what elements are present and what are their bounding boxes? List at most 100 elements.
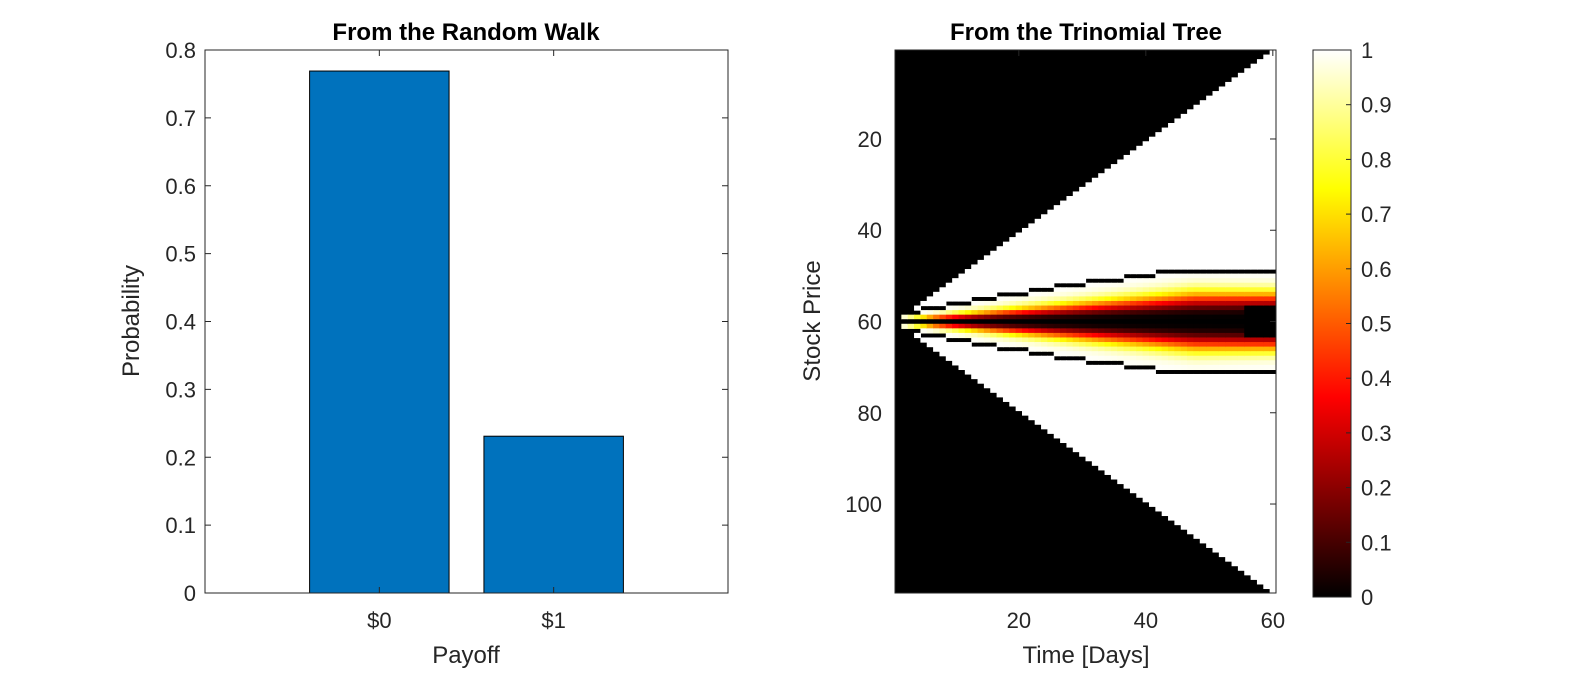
heatmap-cell [990, 305, 998, 311]
heatmap-cell [1034, 314, 1042, 320]
heatmap-cell [1136, 305, 1144, 311]
heatmap-cell [1199, 355, 1207, 361]
heatmap-cell-lower [964, 342, 972, 375]
heatmap-cell [1072, 342, 1080, 348]
heatmap-cell [1085, 351, 1093, 357]
heatmap-cell [971, 310, 979, 316]
heatmap-cell [1187, 300, 1195, 307]
heatmap-cell [926, 323, 934, 329]
heatmap-cell [1161, 319, 1169, 325]
heatmap-cell [1117, 323, 1125, 329]
heatmap-cell [1028, 328, 1036, 334]
heatmap-cell [1256, 273, 1264, 279]
heatmap-cell [1250, 332, 1258, 339]
heatmap-cell [1212, 291, 1220, 298]
heatmap-cell [1256, 332, 1264, 339]
heatmap-cell [1269, 278, 1276, 284]
colorbar-tick-label: 0.4 [1361, 366, 1392, 391]
heatmap-cell [1123, 342, 1131, 348]
heatmap-cell [1155, 305, 1163, 311]
heatmap-cell [1231, 291, 1239, 298]
heatmap-cell-upper [1110, 164, 1118, 279]
heatmap-cell [1149, 287, 1156, 293]
heatmap-cell [1136, 337, 1144, 343]
heatmap-cell [1225, 328, 1233, 334]
heatmap-cell [945, 319, 953, 325]
heatmap-cell [1079, 314, 1087, 320]
heatmap-cell [1199, 300, 1207, 307]
colorbar-tick-label: 0.6 [1361, 257, 1392, 282]
heatmap-cell [914, 323, 921, 329]
heatmap-cell-upper [1212, 91, 1220, 270]
heatmap-cell [1168, 278, 1175, 284]
heatmap-cell [1034, 296, 1042, 302]
heatmap-cell-lower [1117, 364, 1125, 485]
heatmap-cell [1149, 296, 1156, 302]
heatmap-cell [1269, 282, 1276, 288]
heatmap-cell [1009, 332, 1017, 339]
heatmap-cell [1053, 296, 1061, 302]
heatmap-cell [1155, 282, 1163, 288]
heatmap-cell-lower [1034, 355, 1042, 425]
heatmap-cell [1072, 346, 1080, 352]
heatmap-cell [1174, 300, 1182, 307]
heatmap-cell [1053, 323, 1061, 329]
heatmap-cell-lower [1149, 369, 1156, 507]
heatmap-cell [1129, 355, 1137, 361]
heatmap-cell [1028, 305, 1036, 311]
heatmap-cell [1218, 305, 1226, 311]
heatmap-cell-upper [1244, 68, 1252, 270]
heatmap-cell [1098, 310, 1106, 316]
heatmap-cell-lower [1066, 360, 1074, 448]
heatmap-cell-lower [1193, 373, 1201, 539]
heatmap-cell [1047, 328, 1055, 334]
heatmap-cell [1079, 351, 1087, 357]
bar-y-tick-label: 0.7 [165, 106, 196, 131]
heatmap-cell [971, 314, 979, 320]
heatmap-cell [1060, 310, 1068, 316]
heatmap-cell [996, 296, 1004, 302]
heatmap-cell [1028, 346, 1036, 352]
heatmap-cell [1123, 310, 1131, 316]
heatmap-cell [1263, 360, 1271, 366]
heatmap-cell [1174, 355, 1182, 361]
heatmap-cell [1212, 332, 1220, 339]
heatmap-x-label: Time [Days] [1022, 642, 1149, 669]
heatmap-cell [945, 332, 953, 339]
heatmap-cell [1041, 319, 1048, 325]
heatmap-cell [1199, 319, 1207, 325]
heatmap-image [895, 50, 1276, 593]
heatmap-cell [1263, 355, 1271, 361]
heatmap-cell-upper [1009, 237, 1017, 293]
heatmap-cell [1206, 337, 1214, 343]
heatmap-cell [1161, 355, 1169, 361]
heatmap-cell [1066, 351, 1074, 357]
heatmap-cell [1129, 337, 1137, 343]
heatmap-cell [1041, 328, 1048, 334]
heatmap-cell [1218, 314, 1226, 320]
heatmap-cell [920, 328, 928, 334]
heatmap-cell [1263, 351, 1271, 357]
heatmap-cell [1269, 296, 1276, 302]
heatmap-cell [1053, 351, 1061, 357]
heatmap-cell-lower [1199, 373, 1207, 544]
heatmap-cell [1009, 323, 1017, 329]
heatmap-cell [1009, 314, 1017, 320]
heatmap-cell [1060, 323, 1068, 329]
heatmap-cell [1187, 337, 1195, 343]
heatmap-cell-upper [920, 300, 928, 307]
heatmap-cell [1174, 360, 1182, 366]
bar-y-tick-label: 0.4 [165, 310, 196, 335]
heatmap-cell [1129, 287, 1137, 293]
heatmap-cell [1047, 346, 1055, 352]
heatmap-cell [1193, 364, 1201, 371]
heatmap-cell [1212, 296, 1220, 302]
heatmap-cell [1028, 319, 1036, 325]
heatmap-cell-lower [1174, 373, 1182, 526]
heatmap-cell [1079, 323, 1087, 329]
heatmap-cell [1256, 296, 1264, 302]
heatmap-cell-lower [1168, 373, 1175, 521]
heatmap-cell [1053, 300, 1061, 307]
heatmap-cell [1263, 291, 1271, 298]
heatmap-cell [1263, 332, 1271, 339]
